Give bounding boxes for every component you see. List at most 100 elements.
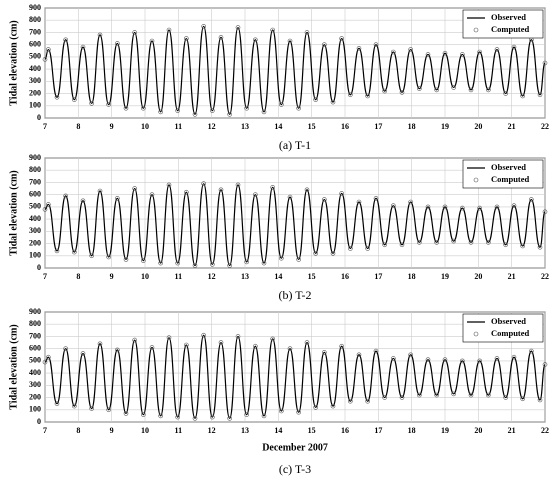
computed-marker — [399, 242, 405, 248]
computed-marker — [494, 47, 500, 52]
computed-marker — [434, 87, 439, 93]
computed-marker — [408, 352, 413, 358]
legend-box — [462, 313, 544, 343]
y-tick-label: 0 — [37, 263, 41, 272]
x-tick-label: 13 — [241, 272, 249, 281]
computed-marker — [192, 112, 198, 117]
computed-marker — [235, 334, 241, 339]
computed-marker — [511, 354, 517, 360]
computed-marker — [279, 255, 284, 261]
computed-marker — [132, 337, 137, 343]
computed-marker — [451, 391, 456, 397]
y-axis-label: Tidal elevation (cm) — [8, 170, 19, 255]
computed-marker — [330, 403, 336, 409]
computed-marker — [261, 413, 267, 419]
computed-marker — [123, 105, 129, 111]
x-tick-label: 19 — [441, 122, 449, 131]
x-tick-label: 21 — [508, 426, 516, 435]
computed-marker — [451, 238, 456, 244]
computed-marker — [322, 42, 327, 47]
computed-marker — [503, 91, 508, 96]
computed-marker — [451, 85, 456, 90]
computed-marker — [537, 92, 543, 98]
y-tick-label: 500 — [29, 52, 41, 61]
computed-marker — [468, 240, 474, 245]
computed-marker — [348, 92, 353, 98]
observed-line — [44, 183, 546, 267]
computed-marker — [425, 52, 431, 57]
computed-marker — [106, 407, 111, 413]
legend-marker — [473, 331, 479, 337]
computed-marker — [192, 263, 198, 268]
x-tick-label: 18 — [408, 426, 416, 435]
y-tick-label: 0 — [37, 417, 41, 426]
x-tick-label: 19 — [441, 426, 449, 435]
x-tick-label: 21 — [508, 272, 516, 281]
computed-marker — [97, 341, 103, 347]
computed-marker — [72, 403, 77, 409]
x-tick-label: 22 — [541, 122, 549, 131]
computed-marker — [218, 35, 224, 40]
computed-marker — [542, 60, 548, 66]
computed-marker — [542, 209, 548, 215]
y-tick-label: 700 — [29, 177, 41, 186]
computed-marker — [520, 396, 525, 402]
computed-marker — [210, 108, 215, 113]
computed-marker — [175, 260, 180, 266]
computed-marker — [304, 340, 310, 345]
computed-marker — [218, 340, 224, 345]
x-tick-label: 20 — [474, 426, 482, 435]
legend-label: Computed — [491, 328, 530, 338]
legend-box — [462, 9, 544, 39]
computed-marker — [425, 204, 431, 210]
y-tick-label: 200 — [29, 392, 41, 401]
computed-marker — [494, 204, 500, 210]
computed-marker — [97, 188, 103, 194]
computed-marker — [356, 199, 362, 205]
computed-marker — [123, 411, 129, 416]
y-tick-label: 400 — [29, 64, 41, 73]
computed-marker — [486, 392, 491, 398]
computed-marker — [304, 187, 310, 193]
computed-marker — [434, 392, 439, 398]
x-tick-label: 19 — [441, 272, 449, 281]
y-tick-label: 800 — [29, 15, 41, 24]
y-tick-label: 100 — [29, 405, 41, 414]
y-tick-label: 800 — [29, 165, 41, 174]
computed-marker — [503, 395, 508, 400]
computed-marker — [296, 257, 301, 262]
computed-marker — [494, 356, 500, 361]
computed-marker — [287, 194, 293, 200]
x-axis-label: December 2007 — [262, 442, 328, 453]
computed-marker — [244, 259, 249, 265]
x-tick-label: 10 — [141, 272, 149, 281]
computed-marker — [235, 182, 241, 188]
computed-marker — [442, 357, 448, 362]
x-tick-label: 9 — [110, 122, 114, 131]
x-tick-label: 17 — [374, 122, 382, 131]
computed-marker — [313, 405, 318, 410]
computed-marker — [184, 36, 189, 41]
computed-marker — [304, 30, 310, 35]
legend-label: Observed — [491, 316, 526, 326]
y-tick-label: 600 — [29, 189, 41, 198]
computed-marker — [313, 97, 318, 102]
computed-marker — [42, 207, 48, 212]
caption: (b) T-2 — [279, 288, 312, 302]
computed-marker — [313, 251, 318, 256]
computed-marker — [141, 412, 146, 417]
computed-marker — [158, 109, 163, 115]
x-tick-label: 17 — [374, 426, 382, 435]
x-tick-label: 10 — [141, 122, 149, 131]
computed-marker — [46, 354, 51, 360]
y-tick-label: 400 — [29, 368, 41, 377]
x-tick-label: 14 — [274, 122, 282, 131]
computed-marker — [542, 362, 548, 367]
computed-marker — [192, 416, 198, 421]
legend-marker — [473, 177, 479, 183]
caption: (c) T-3 — [279, 462, 311, 476]
computed-marker — [54, 94, 60, 100]
computed-marker — [296, 105, 301, 111]
computed-marker — [253, 37, 258, 43]
